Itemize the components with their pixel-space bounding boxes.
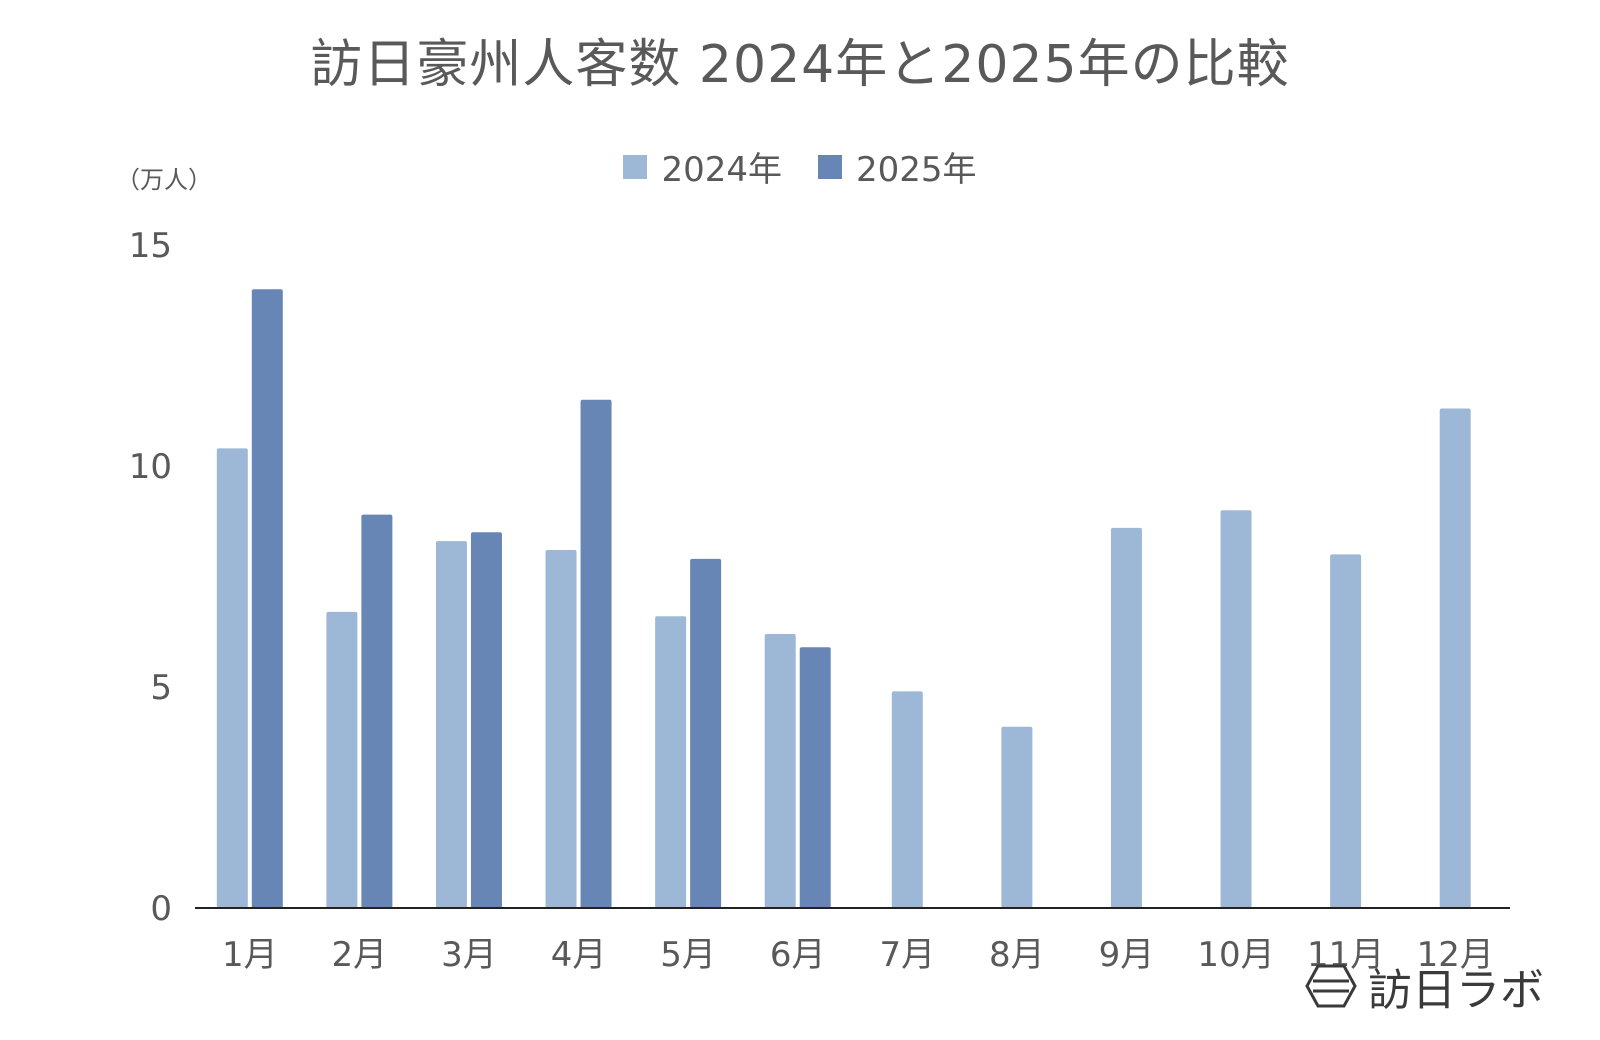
x-tick-label: 6月 bbox=[770, 935, 826, 975]
x-tick-label: 2月 bbox=[332, 935, 388, 975]
watermark-text: 訪日ラボ bbox=[1368, 965, 1544, 1016]
bar-2025-4 bbox=[580, 399, 612, 908]
bar-2024-3 bbox=[435, 541, 467, 908]
y-tick-label: 10 bbox=[129, 447, 172, 487]
bar-2025-3 bbox=[470, 532, 502, 908]
bar-2024-1 bbox=[216, 448, 248, 908]
bar-2024-12 bbox=[1439, 408, 1471, 908]
chart-title: 訪日豪州人客数 2024年と2025年の比較 bbox=[310, 35, 1290, 95]
x-tick-label: 5月 bbox=[660, 935, 716, 975]
x-tick-label: 3月 bbox=[441, 935, 497, 975]
y-axis-unit: （万人） bbox=[116, 166, 212, 194]
bar-2025-6 bbox=[799, 647, 831, 908]
hexagon-logo-icon bbox=[1305, 964, 1357, 1008]
y-tick-label: 5 bbox=[150, 668, 172, 708]
legend: 2024年 2025年 bbox=[0, 142, 1600, 191]
bar-2024-8 bbox=[1001, 726, 1033, 908]
y-tick-label: 0 bbox=[150, 889, 172, 929]
bar-2024-2 bbox=[326, 611, 358, 908]
watermark-logo: 訪日ラボ bbox=[1304, 954, 1544, 1018]
x-tick-label: 7月 bbox=[879, 935, 935, 975]
bar-2024-5 bbox=[655, 616, 687, 908]
bar-2024-6 bbox=[764, 633, 796, 908]
bar-2025-1 bbox=[251, 289, 283, 908]
legend-label-2025: 2025年 bbox=[856, 150, 977, 190]
x-tick-label: 10月 bbox=[1197, 935, 1274, 975]
bar-2024-7 bbox=[891, 691, 923, 908]
legend-swatch-2024 bbox=[623, 154, 648, 179]
bar-2024-11 bbox=[1330, 554, 1362, 908]
legend-item-2024: 2024年 bbox=[623, 142, 782, 191]
x-tick-label: 9月 bbox=[1099, 935, 1155, 975]
bar-2025-2 bbox=[361, 514, 393, 908]
bar-2025-5 bbox=[690, 558, 722, 908]
legend-item-2025: 2025年 bbox=[818, 142, 977, 191]
x-tick-label: 12月 bbox=[1417, 935, 1494, 975]
y-tick-label: 15 bbox=[129, 226, 172, 266]
x-tick-label: 8月 bbox=[989, 935, 1045, 975]
legend-label-2024: 2024年 bbox=[661, 150, 782, 190]
bar-2024-9 bbox=[1110, 527, 1142, 908]
bar-2024-10 bbox=[1220, 510, 1252, 908]
bar-2024-4 bbox=[545, 549, 577, 908]
x-tick-label: 4月 bbox=[551, 935, 607, 975]
legend-swatch-2025 bbox=[818, 154, 842, 179]
x-tick-label: 1月 bbox=[222, 935, 278, 975]
